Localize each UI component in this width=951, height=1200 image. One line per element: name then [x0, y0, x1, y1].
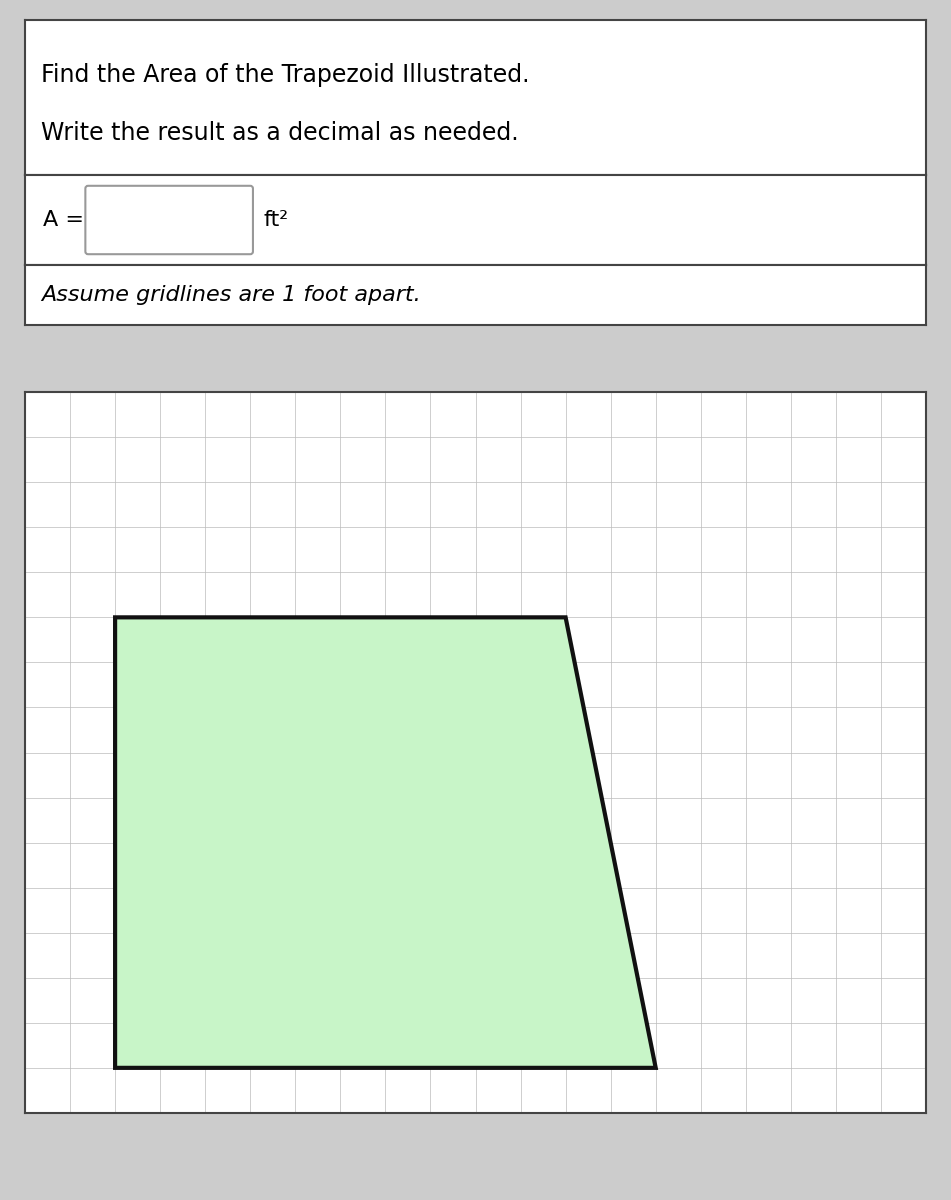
- FancyBboxPatch shape: [86, 186, 253, 254]
- Text: ft²: ft²: [263, 210, 289, 230]
- Text: A =: A =: [43, 210, 84, 230]
- Polygon shape: [115, 617, 655, 1068]
- Text: Assume gridlines are 1 foot apart.: Assume gridlines are 1 foot apart.: [41, 284, 421, 305]
- Text: Find the Area of the Trapezoid Illustrated.: Find the Area of the Trapezoid Illustrat…: [41, 64, 530, 88]
- Text: Write the result as a decimal as needed.: Write the result as a decimal as needed.: [41, 121, 519, 145]
